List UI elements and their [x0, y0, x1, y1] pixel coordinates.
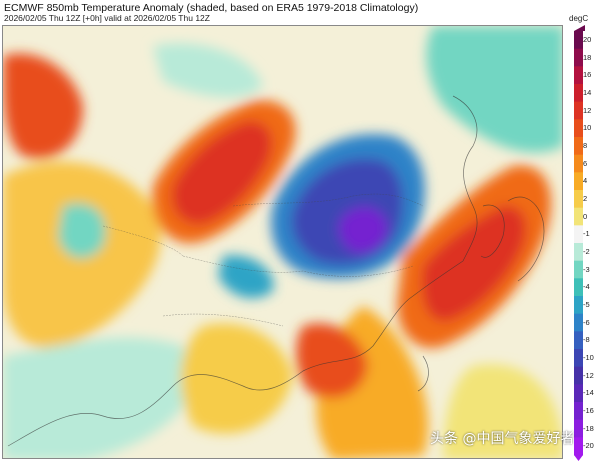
cold-patch-xinjiang	[218, 255, 274, 299]
cool-patch-southwest	[3, 337, 196, 458]
colorbar-tick: 6	[583, 158, 588, 168]
colorbar-tick: -6	[583, 317, 590, 327]
colorbar-tick: -12	[583, 370, 594, 380]
colorbar-tick: -2	[583, 246, 590, 256]
coastline-east	[452, 95, 478, 262]
colorbar-swatches	[574, 25, 585, 461]
border-russia-mongolia	[232, 193, 424, 207]
colorbar-swatch	[574, 437, 583, 456]
watermark: 头条 @中国气象爱好者	[430, 427, 574, 449]
colorbar-tick: 14	[583, 87, 592, 97]
colorbar-swatch	[574, 154, 583, 173]
japan-outline	[507, 196, 545, 282]
colorbar-swatch	[574, 243, 583, 262]
colorbar-swatch	[574, 207, 583, 226]
chart-title: ECMWF 850mb Temperature Anomaly (shaded,…	[4, 2, 419, 14]
colorbar-swatch	[574, 119, 583, 138]
colorbar-swatch	[574, 190, 583, 209]
colorbar-swatch	[574, 419, 583, 438]
border-himalaya	[162, 313, 284, 327]
colorbar-swatch	[574, 402, 583, 421]
watermark-text: 头条 @中国气象爱好者	[430, 431, 575, 447]
cool-patch-central-asia	[58, 203, 106, 259]
colorbar-arrow-top	[574, 25, 585, 31]
taiwan-outline	[417, 355, 429, 392]
colorbar-tick: -4	[583, 282, 590, 292]
colorbar-tick: -8	[583, 335, 590, 345]
valid-time-subtitle: 2026/02/05 Thu 12Z [+0h] valid at 2026/0…	[4, 13, 210, 23]
colorbar-tick: 10	[583, 123, 592, 133]
colorbar-swatch	[574, 313, 583, 332]
colorbar-swatch	[574, 366, 583, 385]
colorbar-ticks: 20 18 16 14 12 10 8 6 4 2 0 -1 -2 -3 -4 …	[583, 0, 600, 461]
country-borders	[102, 193, 424, 327]
colorbar-arrow-bottom	[574, 455, 583, 461]
colorbar-swatch	[574, 278, 583, 297]
colorbar-tick: -16	[583, 405, 594, 415]
colorbar-tick: -20	[583, 441, 594, 451]
colorbar-swatch	[574, 101, 583, 120]
colorbar-swatch	[574, 225, 583, 244]
colorbar-swatch	[574, 296, 583, 315]
colorbar-swatch	[574, 137, 583, 156]
colorbar-tick: 20	[583, 34, 592, 44]
anomaly-map	[2, 25, 563, 459]
colorbar-swatch	[574, 31, 583, 50]
colorbar	[572, 25, 600, 461]
border-mongolia-south	[182, 255, 414, 277]
colorbar-tick: -14	[583, 388, 594, 398]
colorbar-swatch	[574, 384, 583, 403]
colorbar-swatch	[574, 349, 583, 368]
colorbar-tick: 8	[583, 140, 588, 150]
header: ECMWF 850mb Temperature Anomaly (shaded,…	[0, 0, 600, 24]
cool-patch-arctic	[153, 43, 263, 98]
colorbar-swatch	[574, 84, 583, 103]
colorbar-tick: -1	[583, 229, 590, 239]
korea-outline	[480, 204, 505, 258]
border-kazakhstan	[102, 225, 184, 257]
anomaly-field	[3, 26, 562, 458]
warm-patch-pacific	[443, 364, 562, 458]
coastline-south	[7, 260, 464, 447]
warm-anomaly-east-asia-core	[421, 205, 527, 322]
colorbar-tick: -18	[583, 423, 594, 433]
colorbar-swatch	[574, 48, 583, 67]
warm-anomaly-south-china	[296, 323, 368, 398]
colorbar-swatch	[574, 260, 583, 279]
colorbar-tick: 4	[583, 176, 588, 186]
colorbar-tick: -3	[583, 264, 590, 274]
colorbar-swatch	[574, 331, 583, 350]
colorbar-tick: 18	[583, 52, 592, 62]
colorbar-tick: 2	[583, 193, 588, 203]
warm-patch-tibet	[180, 323, 293, 434]
colorbar-tick: -10	[583, 352, 594, 362]
colorbar-tick: 0	[583, 211, 588, 221]
warm-anomaly-europe	[3, 53, 83, 159]
colorbar-swatch	[574, 172, 583, 191]
warm-anomaly-siberia-core	[172, 121, 272, 225]
cool-patch-northeast	[426, 26, 562, 153]
colorbar-unit-label: degC	[569, 14, 589, 23]
colorbar-tick: -5	[583, 299, 590, 309]
colorbar-tick: 16	[583, 70, 592, 80]
cold-anomaly-extreme	[338, 206, 388, 254]
colorbar-swatch	[574, 66, 583, 85]
coastlines	[7, 95, 545, 447]
colorbar-tick: 12	[583, 105, 592, 115]
